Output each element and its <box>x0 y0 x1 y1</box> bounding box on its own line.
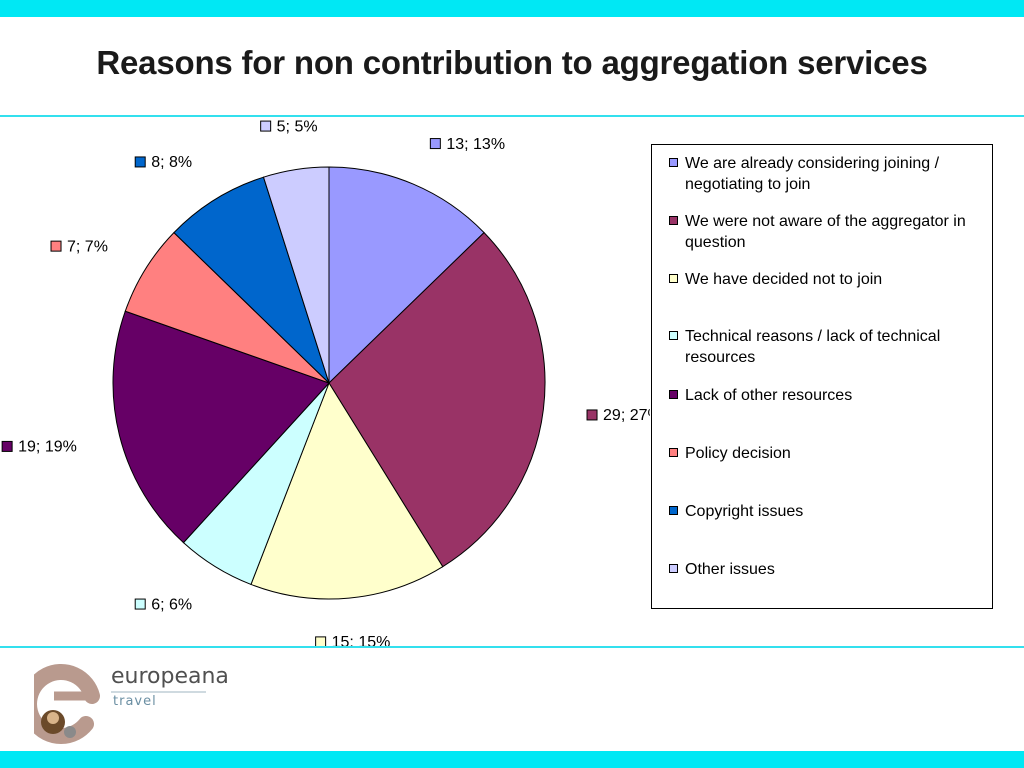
pie-slice-we-are-already-considering-joining-negotiating-to-join <box>328 166 485 385</box>
europeana-logo-icon <box>34 664 206 744</box>
legend-label: Policy decision <box>685 445 791 462</box>
title-divider <box>0 115 1024 117</box>
data-label-text: 8; 8% <box>151 154 192 171</box>
data-label-text: 15; 15% <box>332 634 391 646</box>
legend-swatch <box>669 216 678 225</box>
data-label-swatch <box>1 440 13 452</box>
legend-item-we-have-decided-not-to-join: We have decided not to join <box>669 269 989 290</box>
legend-label: Other issues <box>685 561 775 578</box>
legend-item-technical-reasons-lack-of-technical-resources: Technical reasons / lack of technical re… <box>669 326 989 368</box>
legend-item-lack-of-other-resources: Lack of other resources <box>669 385 989 406</box>
legend-label: Lack of other resources <box>685 387 853 404</box>
legend-swatch <box>669 274 678 283</box>
pie-slice-we-have-decided-not-to-join <box>250 381 444 600</box>
legend-item-we-were-not-aware-of-the-aggregator-in-question: We were not aware of the aggregator in q… <box>669 211 989 253</box>
legend-item-other-issues: Other issues <box>669 559 989 580</box>
data-label-text: 7; 7% <box>67 238 108 255</box>
legend-swatch <box>669 506 678 515</box>
data-label-swatch <box>429 138 441 150</box>
data-label: 29; 27% <box>586 407 650 424</box>
data-label-text: 29; 27% <box>603 407 650 424</box>
top-accent-bar <box>0 0 1024 17</box>
data-label: 6; 6% <box>134 596 192 613</box>
legend-label: Copyright issues <box>685 503 804 520</box>
data-label-swatch <box>50 240 62 252</box>
legend-label: We have decided not to join <box>685 271 883 288</box>
data-label: 15; 15% <box>315 634 391 646</box>
data-label: 19; 19% <box>1 439 77 456</box>
chart-legend: We are already considering joining / neg… <box>651 144 993 609</box>
logo-subtitle: travel <box>113 694 157 709</box>
slide-title: Reasons for non contribution to aggregat… <box>96 44 928 81</box>
legend-swatch <box>669 158 678 167</box>
legend-item-we-are-already-considering-joining-negotiating-to-join: We are already considering joining / neg… <box>669 153 989 195</box>
legend-swatch <box>669 390 678 399</box>
legend-swatch <box>669 448 678 457</box>
legend-label: We were not aware of the aggregator in q… <box>685 213 966 251</box>
legend-item-copyright-issues: Copyright issues <box>669 501 989 522</box>
data-label: 7; 7% <box>50 238 108 255</box>
data-label-swatch <box>260 120 272 132</box>
data-label-swatch <box>134 598 146 610</box>
data-label-swatch <box>134 156 146 168</box>
data-label: 8; 8% <box>134 154 192 171</box>
logo-wordmark: europeana <box>111 664 229 689</box>
legend-label: We are already considering joining / neg… <box>685 155 940 193</box>
pie-chart: 13; 13% 29; 27% 15; 15% 6; 6% 19; 19% 7; 7% 8;… <box>1 118 650 646</box>
bottom-accent-bar <box>0 751 1024 768</box>
pie-slice-other-issues <box>262 166 330 384</box>
data-label-text: 19; 19% <box>18 439 77 456</box>
data-label-text: 6; 6% <box>151 596 192 613</box>
data-label-swatch <box>586 409 598 421</box>
legend-swatch <box>669 564 678 573</box>
pie-slice-copyright-issues <box>173 176 330 384</box>
pie-slice-lack-of-other-resources <box>112 310 330 544</box>
data-label-swatch <box>315 636 327 646</box>
data-label-text: 5; 5% <box>277 118 318 135</box>
legend-item-policy-decision: Policy decision <box>669 443 989 464</box>
data-label: 5; 5% <box>260 118 318 135</box>
data-label: 13; 13% <box>429 136 505 153</box>
footer-divider <box>0 646 1024 648</box>
legend-swatch <box>669 331 678 340</box>
pie-slice-we-were-not-aware-of-the-aggregator-in-question <box>328 231 546 568</box>
data-label-text: 13; 13% <box>446 136 505 153</box>
legend-label: Technical reasons / lack of technical re… <box>685 328 941 366</box>
